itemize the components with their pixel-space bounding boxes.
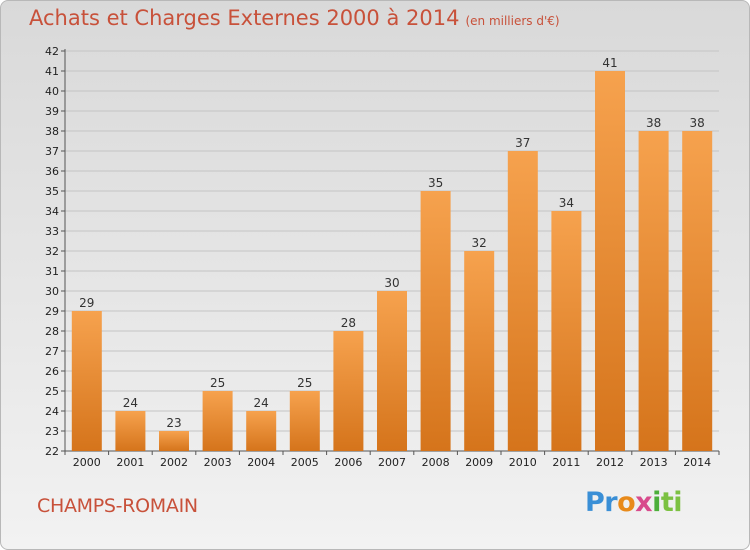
commune-name: CHAMPS-ROMAIN xyxy=(37,495,198,517)
data-label-2009: 32 xyxy=(472,236,487,250)
y-tick-label: 29 xyxy=(45,305,59,318)
bar-2010 xyxy=(507,151,538,451)
y-tick-label: 27 xyxy=(45,345,59,358)
y-tick-label: 25 xyxy=(45,385,59,398)
x-tick-label: 2001 xyxy=(116,456,144,469)
data-label-2002: 23 xyxy=(166,416,181,430)
data-label-2005: 25 xyxy=(297,376,312,390)
chart-subtitle: (en milliers d'€) xyxy=(465,14,560,28)
bar-2006 xyxy=(333,331,364,451)
data-label-2001: 24 xyxy=(123,396,138,410)
y-tick-label: 24 xyxy=(45,405,59,418)
y-tick-label: 32 xyxy=(45,245,59,258)
y-tick-label: 23 xyxy=(45,425,59,438)
bar-2009 xyxy=(464,251,495,451)
bar-2013 xyxy=(638,131,669,451)
bar-2005 xyxy=(289,391,320,451)
x-tick-label: 2004 xyxy=(247,456,275,469)
y-tick-label: 42 xyxy=(45,45,59,58)
y-tick-label: 37 xyxy=(45,145,59,158)
bar-2001 xyxy=(115,411,146,451)
x-tick-label: 2006 xyxy=(334,456,362,469)
bar-2008 xyxy=(420,191,451,451)
bar-2004 xyxy=(246,411,277,451)
x-tick-label: 2000 xyxy=(73,456,101,469)
x-tick-label: 2003 xyxy=(204,456,232,469)
y-tick-label: 28 xyxy=(45,325,59,338)
data-label-2003: 25 xyxy=(210,376,225,390)
x-tick-label: 2009 xyxy=(465,456,493,469)
x-tick-label: 2008 xyxy=(422,456,450,469)
y-tick-label: 36 xyxy=(45,165,59,178)
bar-2003 xyxy=(202,391,233,451)
data-label-2000: 29 xyxy=(79,296,94,310)
bar-2011 xyxy=(551,211,582,451)
x-tick-label: 2002 xyxy=(160,456,188,469)
y-tick-label: 22 xyxy=(45,445,59,458)
data-label-2010: 37 xyxy=(515,136,530,150)
bar-2000 xyxy=(71,311,102,451)
x-tick-label: 2007 xyxy=(378,456,406,469)
bar-2014 xyxy=(682,131,713,451)
x-tick-label: 2013 xyxy=(640,456,668,469)
data-label-2013: 38 xyxy=(646,116,661,130)
data-label-2012: 41 xyxy=(602,56,617,70)
chart-title: Achats et Charges Externes 2000 à 2014 (e… xyxy=(29,6,560,30)
bar-2012 xyxy=(595,71,625,451)
y-tick-label: 41 xyxy=(45,65,59,78)
x-tick-label: 2014 xyxy=(683,456,711,469)
y-tick-label: 31 xyxy=(45,265,59,278)
y-tick-label: 34 xyxy=(45,205,59,218)
y-tick-label: 30 xyxy=(45,285,59,298)
x-tick-label: 2010 xyxy=(509,456,537,469)
data-label-2006: 28 xyxy=(341,316,356,330)
bar-2002 xyxy=(159,431,189,451)
data-label-2007: 30 xyxy=(384,276,399,290)
bars xyxy=(71,71,713,451)
data-label-2014: 38 xyxy=(690,116,705,130)
bar-2007 xyxy=(377,291,407,451)
y-tick-label: 38 xyxy=(45,125,59,138)
y-tick-label: 35 xyxy=(45,185,59,198)
title-text: Achats et Charges Externes 2000 à 2014 xyxy=(29,6,460,30)
data-label-2008: 35 xyxy=(428,176,443,190)
x-tick-label: 2012 xyxy=(596,456,624,469)
y-tick-label: 26 xyxy=(45,365,59,378)
data-label-2011: 34 xyxy=(559,196,574,210)
y-tick-label: 33 xyxy=(45,225,59,238)
data-label-2004: 24 xyxy=(254,396,269,410)
x-tick-label: 2005 xyxy=(291,456,319,469)
proxiti-logo: Proxiti xyxy=(585,487,683,518)
labels: 2000 29 2001 24 2002 23 2003 25 2004 24 2005 25 2006… xyxy=(73,56,711,469)
y-tick-label: 40 xyxy=(45,85,59,98)
x-tick-label: 2011 xyxy=(552,456,580,469)
y-tick-label: 39 xyxy=(45,105,59,118)
